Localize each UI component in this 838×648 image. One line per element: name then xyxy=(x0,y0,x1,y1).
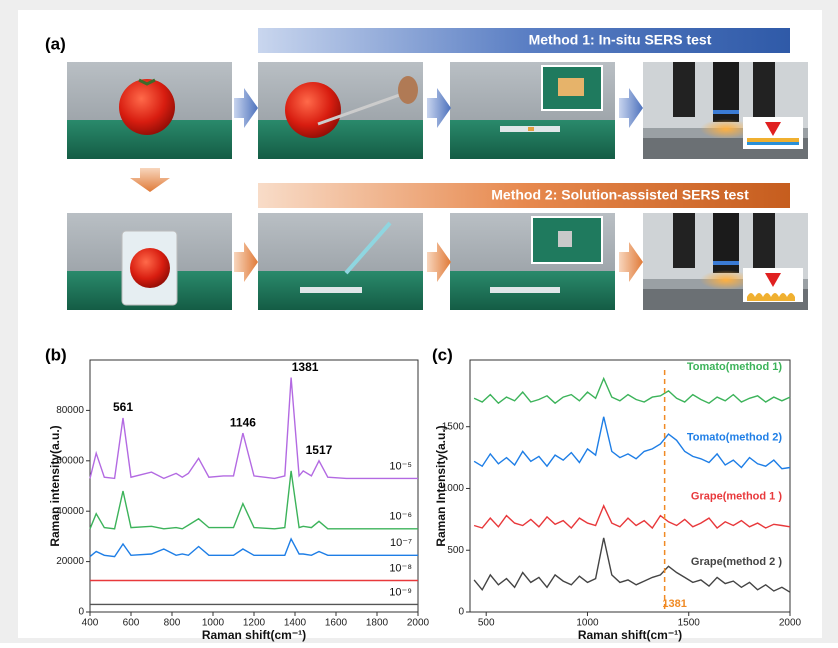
photo xyxy=(258,62,423,159)
peak-label: 561 xyxy=(113,400,133,414)
x-tick-label: 1500 xyxy=(678,618,701,629)
banner-text: Method 1: In-situ SERS test xyxy=(529,32,712,48)
x-tick-label: 2000 xyxy=(779,618,802,629)
y-tick-label: 20000 xyxy=(56,556,84,567)
x-axis-title: Raman shift(cm⁻¹) xyxy=(202,628,306,642)
series-label: 10⁻⁸ xyxy=(389,562,412,574)
series-label: 10⁻⁹ xyxy=(389,586,412,598)
x-tick-label: 400 xyxy=(82,618,99,629)
panel-label: (a) xyxy=(45,34,66,53)
photo xyxy=(643,62,808,159)
series-label: Grape(method 2 ) xyxy=(691,556,782,568)
peak-label: 1146 xyxy=(230,415,256,429)
x-tick-label: 800 xyxy=(164,618,181,629)
banner-text: Method 2: Solution-assisted SERS test xyxy=(491,187,749,203)
series-label: 10⁻⁶ xyxy=(389,511,412,523)
x-axis-title: Raman shift(cm⁻¹) xyxy=(578,628,682,642)
y-tick-label: 0 xyxy=(458,607,464,618)
series-label: Grape(method 1 ) xyxy=(691,491,782,503)
x-tick-label: 1000 xyxy=(202,618,225,629)
panel-label: (b) xyxy=(45,345,67,364)
figure: (a) (b) (c) Method 1: In-situ SERS test … xyxy=(0,0,838,643)
x-tick-label: 600 xyxy=(123,618,140,629)
series-label: 10⁻⁷ xyxy=(390,537,412,549)
peak-label: 1381 xyxy=(292,360,319,374)
x-tick-label: 1200 xyxy=(243,618,266,629)
photo xyxy=(67,213,232,310)
x-tick-label: 2000 xyxy=(407,618,430,629)
x-tick-label: 500 xyxy=(478,618,495,629)
photo xyxy=(258,213,423,310)
x-tick-label: 1800 xyxy=(366,618,389,629)
y-axis-title: Raman intensity(a.u.) xyxy=(48,425,62,546)
y-tick-label: 0 xyxy=(78,607,84,618)
x-tick-label: 1000 xyxy=(576,618,599,629)
series-label: Tomato(method 1) xyxy=(687,361,782,373)
y-tick-label: 500 xyxy=(447,545,464,556)
y-tick-label: 80000 xyxy=(56,405,84,416)
series-label: 10⁻⁵ xyxy=(389,460,412,472)
series-label: Tomato(method 2) xyxy=(687,431,782,443)
photo xyxy=(450,213,615,310)
photo xyxy=(450,62,615,159)
peak-label: 1517 xyxy=(306,443,333,457)
panel-label: (c) xyxy=(432,345,453,364)
photo xyxy=(67,62,232,159)
photo xyxy=(643,213,808,310)
marker-label: 1381 xyxy=(662,598,686,610)
y-axis-title: Raman Intensity(a.u.) xyxy=(434,425,448,546)
x-tick-label: 1400 xyxy=(284,618,307,629)
x-tick-label: 1600 xyxy=(325,618,348,629)
